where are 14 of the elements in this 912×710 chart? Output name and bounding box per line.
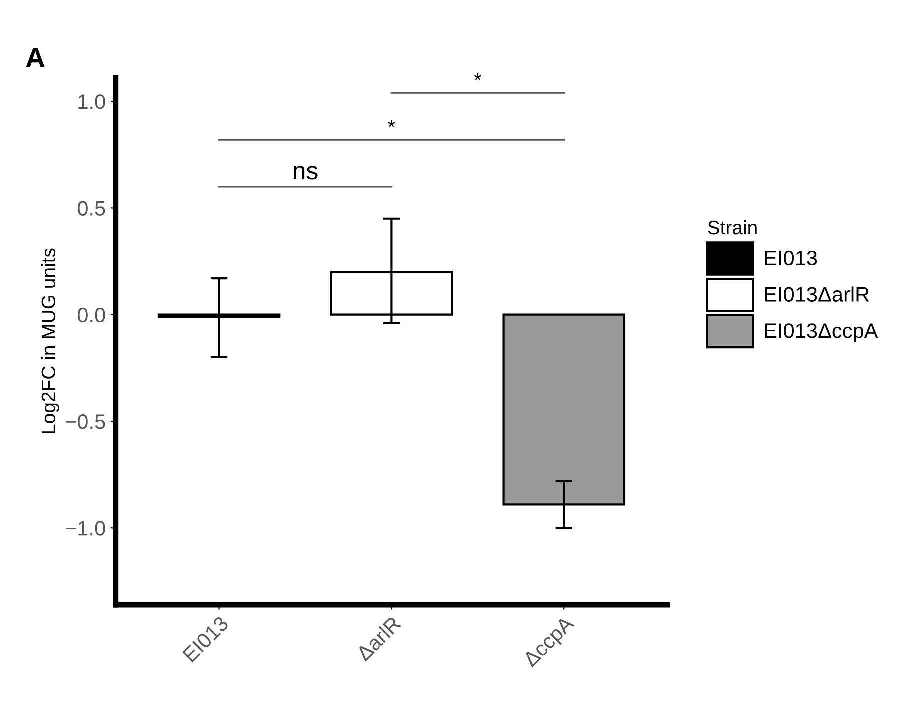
- y-tick-label: 1.0: [78, 94, 106, 110]
- annotation: *: [388, 120, 396, 128]
- annotation: ns: [294, 166, 318, 180]
- legend-label: EI013ΔccpA: [765, 324, 878, 342]
- annotation: *: [474, 73, 482, 80]
- y-tick-label: 0.5: [78, 201, 106, 216]
- legend-label: EI013ΔarlR: [765, 286, 870, 302]
- chart-title: A: [26, 48, 45, 68]
- y-tick-label: −0.5: [66, 414, 106, 430]
- y-axis-title: Log2FC in MUG units: [41, 248, 60, 434]
- y-tick-label: −1.0: [66, 521, 106, 536]
- y-tick-label: 0.0: [78, 308, 106, 323]
- legend-title: Strain: [708, 220, 757, 235]
- legend-label: EI013: [765, 250, 818, 266]
